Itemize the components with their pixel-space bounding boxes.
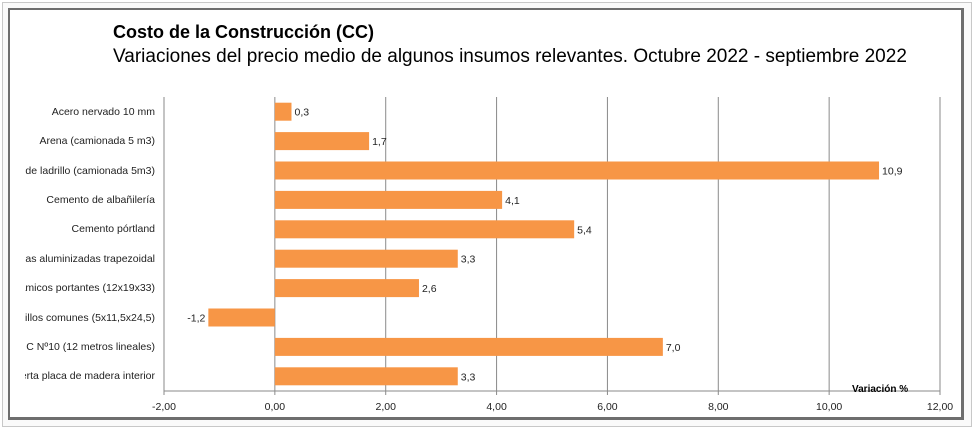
x-tick-label: 6,00 <box>597 401 618 413</box>
bar <box>274 161 880 180</box>
data-label: 0,3 <box>294 107 309 119</box>
data-label: 3,3 <box>461 254 476 266</box>
x-tick-label: 0,00 <box>265 401 286 413</box>
category-label: apas aluminizadas trapezoidal <box>25 252 155 265</box>
bar <box>274 367 458 386</box>
bar <box>274 190 503 209</box>
x-axis-label: Variación % <box>852 384 909 395</box>
category-label: Cemento pórtland <box>71 223 155 236</box>
data-label: 4,1 <box>505 195 520 207</box>
chart-title: Costo de la Construcción (CC) <box>113 22 375 42</box>
bar <box>274 279 419 298</box>
category-axis-labels: Acero nervado 10 mm Arena (camionada 5 m3… <box>25 0 155 432</box>
bar <box>274 337 663 356</box>
bar <box>274 132 370 151</box>
data-label: 3,3 <box>461 371 476 383</box>
x-tick-label: 2,00 <box>375 401 396 413</box>
x-tick-label: 8,00 <box>708 401 729 413</box>
category-label: Acero nervado 10 mm <box>51 105 155 118</box>
data-label: 10,9 <box>882 166 903 178</box>
category-label: te de ladrillo (camionada 5m3) <box>25 164 155 177</box>
category-label: fil C Nº10 (12 metros lineales) <box>25 340 155 353</box>
data-label: 5,4 <box>577 224 592 236</box>
x-tick-label: 10,00 <box>816 401 842 413</box>
data-label: 7,0 <box>666 342 681 354</box>
category-label: rámicos portantes (12x19x33) <box>25 282 155 295</box>
x-tick-label: -2,00 <box>152 401 176 413</box>
category-label: uerta placa de madera interior <box>25 370 155 383</box>
data-label: -1,2 <box>187 313 205 325</box>
chart-subtitle: Variaciones del precio medio de algunos … <box>113 46 907 67</box>
x-tick-label: 12,00 <box>927 401 953 413</box>
bar <box>274 102 292 121</box>
bar <box>274 220 575 239</box>
category-label: Cemento de albañilería <box>46 193 155 206</box>
bar <box>274 249 458 268</box>
data-label: 2,6 <box>422 283 437 295</box>
category-label: drillos comunes (5x11,5x24,5) <box>25 311 155 324</box>
category-label: Arena (camionada 5 m3) <box>39 135 155 148</box>
data-label: 1,7 <box>372 136 387 148</box>
x-tick-label: 4,00 <box>486 401 507 413</box>
bar <box>208 308 275 327</box>
